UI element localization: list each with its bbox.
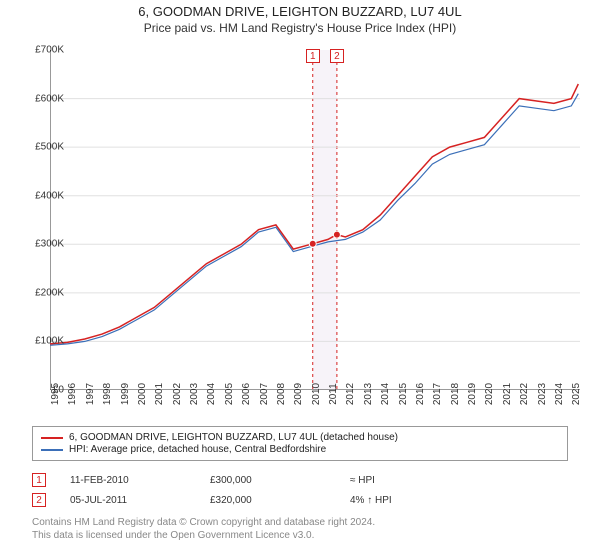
xtick-label: 2025 <box>571 383 582 405</box>
ytick-label: £400K <box>35 190 64 201</box>
xtick-label: 1996 <box>67 383 78 405</box>
legend-item-hpi: HPI: Average price, detached house, Cent… <box>41 444 559 455</box>
xtick-label: 2021 <box>502 383 513 405</box>
chart-title: 6, GOODMAN DRIVE, LEIGHTON BUZZARD, LU7 … <box>0 4 600 19</box>
chart-subtitle: Price paid vs. HM Land Registry's House … <box>0 21 600 35</box>
chart-container: 6, GOODMAN DRIVE, LEIGHTON BUZZARD, LU7 … <box>0 0 600 560</box>
xtick-label: 2010 <box>311 383 322 405</box>
footer: Contains HM Land Registry data © Crown c… <box>32 516 375 542</box>
xtick-label: 2007 <box>259 383 270 405</box>
xtick-label: 2020 <box>484 383 495 405</box>
xtick-label: 2023 <box>537 383 548 405</box>
legend-swatch-property <box>41 437 63 439</box>
sale-delta: 4% ↑ HPI <box>350 495 490 506</box>
xtick-label: 2012 <box>345 383 356 405</box>
sale-marker-icon: 2 <box>32 493 46 507</box>
xtick-label: 1999 <box>120 383 131 405</box>
sale-marker-chart-label: 2 <box>330 49 344 63</box>
xtick-label: 2009 <box>293 383 304 405</box>
legend-item-property: 6, GOODMAN DRIVE, LEIGHTON BUZZARD, LU7 … <box>41 432 559 443</box>
xtick-label: 2001 <box>154 383 165 405</box>
legend-swatch-hpi <box>41 449 63 451</box>
xtick-label: 2016 <box>415 383 426 405</box>
xtick-label: 2013 <box>363 383 374 405</box>
ytick-label: £300K <box>35 239 64 250</box>
legend: 6, GOODMAN DRIVE, LEIGHTON BUZZARD, LU7 … <box>32 426 568 461</box>
xtick-label: 2003 <box>189 383 200 405</box>
xtick-label: 1995 <box>50 383 61 405</box>
xtick-label: 2017 <box>432 383 443 405</box>
sale-marker-chart-label: 1 <box>306 49 320 63</box>
sale-date: 11-FEB-2010 <box>70 475 210 486</box>
xtick-label: 2018 <box>450 383 461 405</box>
ytick-label: £500K <box>35 142 64 153</box>
sales-table: 1 11-FEB-2010 £300,000 ≈ HPI 2 05-JUL-20… <box>32 470 490 510</box>
xtick-label: 2000 <box>137 383 148 405</box>
sale-price: £300,000 <box>210 475 350 486</box>
xtick-label: 1997 <box>85 383 96 405</box>
ytick-label: £700K <box>35 45 64 56</box>
xtick-label: 1998 <box>102 383 113 405</box>
chart-area: 12 <box>50 50 580 390</box>
chart-svg <box>50 50 580 390</box>
ytick-label: £200K <box>35 287 64 298</box>
xtick-label: 2015 <box>398 383 409 405</box>
footer-line1: Contains HM Land Registry data © Crown c… <box>32 516 375 529</box>
sale-price: £320,000 <box>210 495 350 506</box>
sale-date: 05-JUL-2011 <box>70 495 210 506</box>
xtick-label: 2011 <box>328 383 339 405</box>
ytick-label: £100K <box>35 336 64 347</box>
sale-row: 1 11-FEB-2010 £300,000 ≈ HPI <box>32 470 490 490</box>
title-block: 6, GOODMAN DRIVE, LEIGHTON BUZZARD, LU7 … <box>0 0 600 35</box>
xtick-label: 2002 <box>172 383 183 405</box>
legend-label-hpi: HPI: Average price, detached house, Cent… <box>69 444 326 455</box>
xtick-label: 2019 <box>467 383 478 405</box>
xtick-label: 2005 <box>224 383 235 405</box>
xtick-label: 2006 <box>241 383 252 405</box>
xtick-label: 2014 <box>380 383 391 405</box>
xtick-label: 2008 <box>276 383 287 405</box>
sale-delta: ≈ HPI <box>350 475 490 486</box>
sale-marker-icon: 1 <box>32 473 46 487</box>
xtick-label: 2004 <box>206 383 217 405</box>
legend-label-property: 6, GOODMAN DRIVE, LEIGHTON BUZZARD, LU7 … <box>69 432 398 443</box>
xtick-label: 2024 <box>554 383 565 405</box>
footer-line2: This data is licensed under the Open Gov… <box>32 529 375 542</box>
xtick-label: 2022 <box>519 383 530 405</box>
ytick-label: £600K <box>35 93 64 104</box>
sale-row: 2 05-JUL-2011 £320,000 4% ↑ HPI <box>32 490 490 510</box>
